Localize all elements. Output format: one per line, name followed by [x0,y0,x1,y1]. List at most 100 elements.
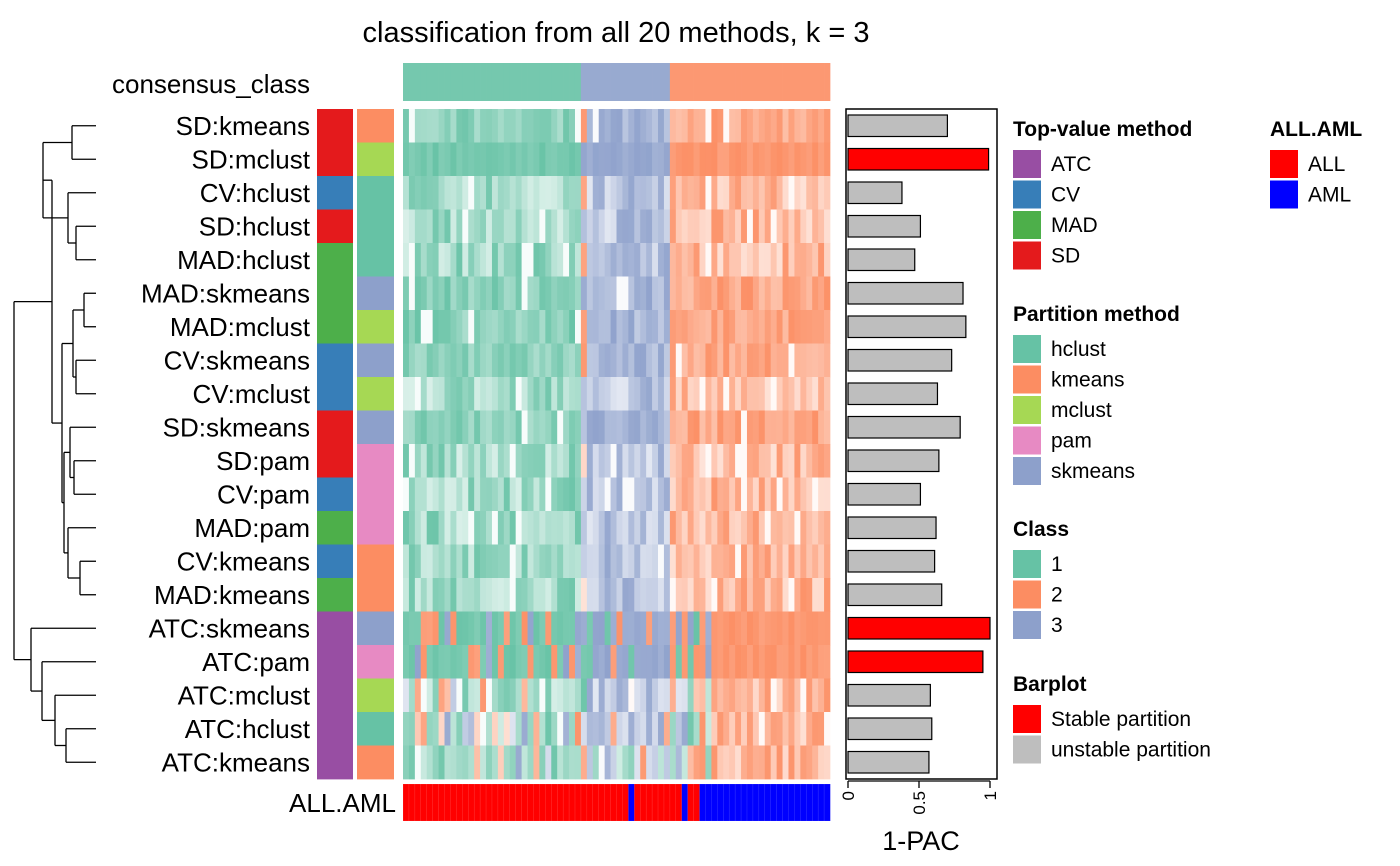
heatmap-cell [527,712,534,746]
heatmap-cell [438,611,445,646]
heatmap-cell [746,712,754,746]
heatmap-cell [818,209,825,244]
heatmap-cell [752,444,760,478]
heatmap-cell [574,243,582,277]
heatmap-cell [640,410,647,445]
heatmap-cell [432,209,439,244]
heatmap-cell [438,544,445,579]
consensus-cell [818,63,825,101]
heatmap-cell [717,209,724,244]
heatmap-cell [426,377,433,411]
consensus-cell [468,63,475,101]
heatmap-cell [776,645,783,679]
heatmap-cell [462,410,469,445]
heatmap-cell [403,645,410,679]
heatmap-cell [580,243,588,277]
all-aml-cell [693,783,701,822]
heatmap-cell [705,745,712,780]
heatmap-cell [776,578,783,612]
heatmap-cell [598,544,605,579]
heatmap-cell [438,343,445,378]
all-aml-cell [592,783,600,822]
heatmap-cell [758,712,766,746]
top-value-method-cell [317,276,353,311]
heatmap-cell [580,410,588,445]
heatmap-cell [486,444,493,478]
heatmap-cell [693,109,700,143]
heatmap-cell [509,712,517,746]
legend-label: ALL [1308,153,1345,176]
heatmap-cell [764,176,772,210]
heatmap-cell [432,511,439,545]
heatmap-cell [432,410,439,445]
heatmap-cell [818,444,825,478]
heatmap-cell [426,209,433,244]
heatmap-cell [687,511,694,545]
heatmap-cell [592,611,600,646]
heatmap-cell [497,142,505,177]
heatmap-cell [533,678,540,713]
heatmap-cell [426,276,433,311]
heatmap-cell [723,444,730,478]
heatmap-cell [574,276,582,311]
all-aml-cell [669,783,677,822]
heatmap-cell [746,377,754,411]
heatmap-cell [521,645,528,679]
heatmap-cell [758,109,766,143]
heatmap-cell [598,109,605,143]
heatmap-cell [592,142,600,177]
heatmap-cell [480,276,487,311]
consensus-cell [403,63,410,101]
heatmap-cell [480,678,487,713]
heatmap-cell [569,444,576,478]
heatmap-cell [408,109,416,143]
legend-label: 1 [1051,553,1063,576]
heatmap-cell [699,477,706,512]
heatmap-cell [764,611,772,646]
heatmap-cell [669,209,677,244]
heatmap-cell [592,410,600,445]
heatmap-cell [818,243,825,277]
heatmap-cell [723,410,730,445]
heatmap-cell [794,176,801,210]
heatmap-cell [450,109,457,143]
heatmap-cell [800,109,807,143]
heatmap-cell [729,611,736,646]
pac-barplot [845,108,998,780]
heatmap-cell [818,678,825,713]
heatmap-cell [474,544,481,579]
heatmap-cell [551,343,558,378]
heatmap-cell [491,678,499,713]
heatmap-cell [770,176,777,210]
heatmap-cell [705,578,712,612]
heatmap-cell [711,310,718,344]
heatmap-cell [586,343,594,378]
heatmap-cell [634,477,641,512]
heatmap-cell [503,377,511,411]
heatmap-cell [806,343,813,378]
heatmap-cell [776,343,783,378]
all-aml-label: ALL.AML [289,788,396,818]
heatmap-cell [497,377,505,411]
heatmap-cell [735,511,742,545]
heatmap-cell [586,578,594,612]
heatmap-cell [634,544,641,579]
consensus-cell [569,63,576,101]
heatmap-cell [408,745,416,780]
heatmap-cell [658,142,665,177]
partition-method-cell [357,176,394,210]
heatmap-cell [563,243,570,277]
legend-label: mclust [1051,399,1112,422]
heatmap-cell [468,578,475,612]
heatmap-cell [539,444,546,478]
heatmap-cell [717,310,724,344]
heatmap-cell [450,209,457,244]
heatmap-cell [503,243,511,277]
heatmap-cell [586,511,594,545]
heatmap-cell [480,343,487,378]
heatmap-cell [723,645,730,679]
heatmap-cell [450,511,457,545]
heatmap-cell [699,611,706,646]
heatmap-cell [663,377,671,411]
partition-method-cell [357,477,394,512]
